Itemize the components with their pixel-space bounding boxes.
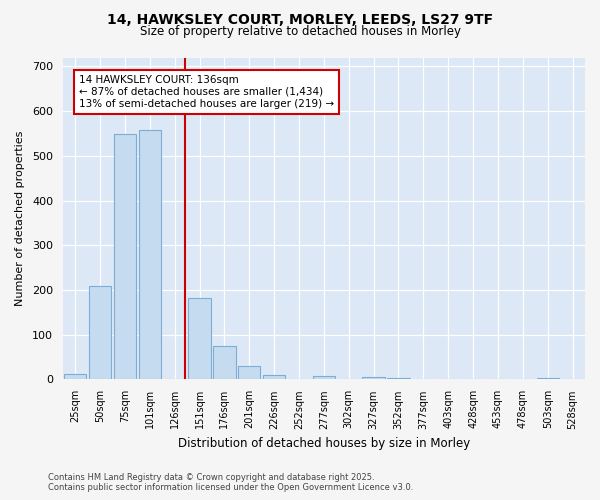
Bar: [238, 366, 260, 380]
Bar: [114, 134, 136, 380]
Bar: [64, 374, 86, 380]
X-axis label: Distribution of detached houses by size in Morley: Distribution of detached houses by size …: [178, 437, 470, 450]
Bar: [263, 375, 286, 380]
Text: Contains HM Land Registry data © Crown copyright and database right 2025.
Contai: Contains HM Land Registry data © Crown c…: [48, 473, 413, 492]
Text: 14 HAWKSLEY COURT: 136sqm
← 87% of detached houses are smaller (1,434)
13% of se: 14 HAWKSLEY COURT: 136sqm ← 87% of detac…: [79, 76, 334, 108]
Bar: [188, 298, 211, 380]
Bar: [362, 377, 385, 380]
Bar: [388, 378, 410, 380]
Bar: [313, 376, 335, 380]
Title: 14, HAWKSLEY COURT, MORLEY, LEEDS, LS27 9TF
Size of property relative to detache: 14, HAWKSLEY COURT, MORLEY, LEEDS, LS27 …: [0, 499, 1, 500]
Bar: [139, 130, 161, 380]
Bar: [536, 378, 559, 380]
Text: Size of property relative to detached houses in Morley: Size of property relative to detached ho…: [139, 25, 461, 38]
Y-axis label: Number of detached properties: Number of detached properties: [15, 131, 25, 306]
Bar: [213, 346, 236, 380]
Bar: [89, 286, 111, 380]
Text: 14, HAWKSLEY COURT, MORLEY, LEEDS, LS27 9TF: 14, HAWKSLEY COURT, MORLEY, LEEDS, LS27 …: [107, 12, 493, 26]
